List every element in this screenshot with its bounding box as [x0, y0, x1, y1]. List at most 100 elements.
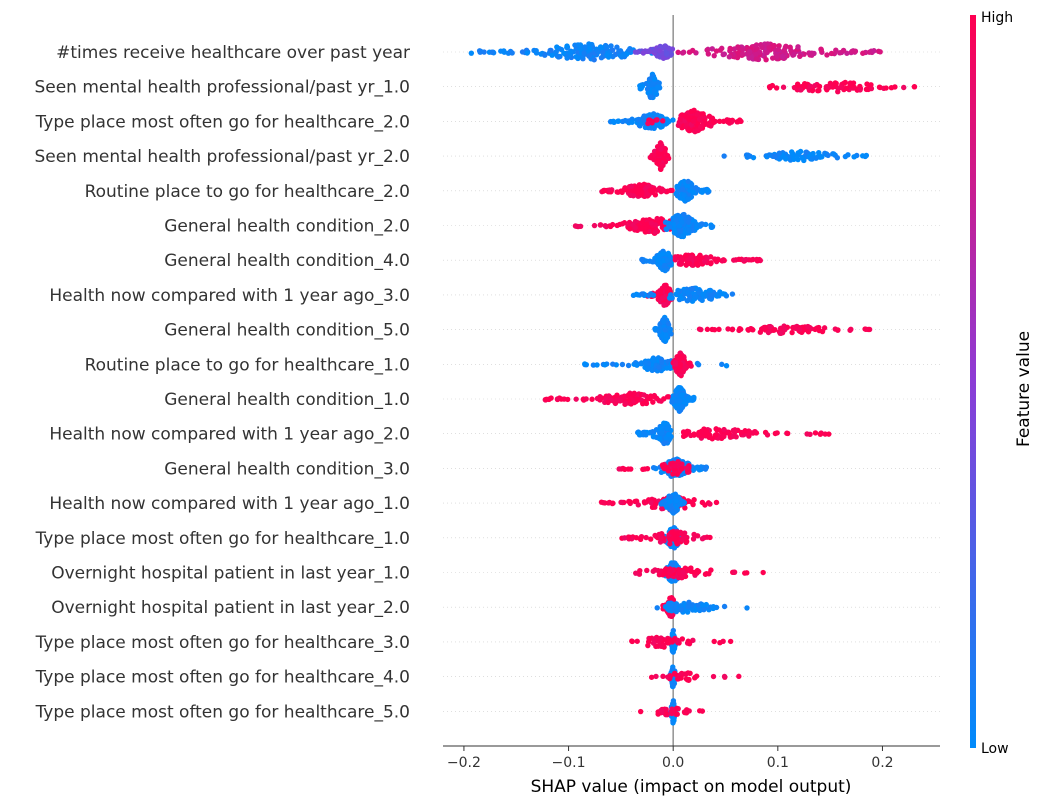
shap-point: [769, 55, 776, 61]
shap-point: [646, 76, 653, 82]
feature-label: Type place most often go for healthcare_…: [35, 668, 410, 688]
shap-point: [617, 398, 623, 404]
shap-point: [674, 183, 681, 190]
shap-point: [639, 182, 645, 189]
shap-point: [694, 111, 700, 118]
shap-point: [665, 468, 672, 474]
shap-point: [782, 155, 789, 161]
feature-label: Type place most often go for healthcare_…: [35, 633, 410, 653]
shap-point: [746, 48, 753, 55]
shap-point: [678, 603, 684, 609]
shap-point: [791, 156, 797, 163]
shap-point: [658, 122, 664, 129]
shap-point: [589, 396, 595, 402]
shap-point: [489, 49, 495, 55]
shap-point: [648, 291, 654, 297]
shap-point: [572, 223, 579, 229]
shap-point: [695, 568, 702, 575]
shap-point: [679, 404, 685, 410]
shap-point: [791, 51, 797, 58]
shap-point: [673, 361, 679, 367]
shap-point: [637, 708, 644, 715]
shap-point: [637, 536, 644, 543]
shap-point: [773, 85, 780, 91]
feature-label: Overnight hospital patient in last year_…: [51, 598, 410, 618]
shap-point: [648, 187, 654, 194]
shap-point: [661, 465, 667, 471]
shap-point: [690, 189, 696, 196]
shap-point: [627, 226, 633, 232]
shap-point: [575, 55, 581, 62]
shap-point: [627, 47, 633, 53]
shap-point: [713, 426, 719, 432]
shap-point: [677, 116, 684, 122]
shap-point: [685, 219, 692, 225]
shap-point: [582, 361, 588, 367]
shap-point: [632, 498, 638, 505]
shap-point: [685, 115, 692, 122]
shap-point: [682, 365, 688, 372]
shap-point: [676, 384, 682, 391]
shap-point: [621, 220, 628, 226]
shap-point: [871, 48, 877, 54]
shap-point: [715, 292, 721, 299]
shap-point: [647, 154, 653, 161]
shap-point: [509, 50, 515, 56]
shap-point: [598, 54, 605, 61]
shap-point: [614, 222, 620, 229]
shap-point: [659, 499, 666, 506]
shap-point: [645, 365, 651, 371]
shap-point: [721, 433, 727, 440]
feature-label: Overnight hospital patient in last year_…: [51, 564, 410, 584]
shap-point: [696, 116, 703, 122]
shap-point: [665, 250, 672, 257]
shap-point: [646, 48, 653, 54]
shap-point: [774, 430, 780, 436]
shap-point: [653, 673, 659, 680]
shap-point: [612, 398, 619, 404]
shap-point: [652, 229, 659, 236]
shap-point: [685, 178, 691, 185]
feature-label: Type place most often go for healthcare_…: [35, 112, 410, 132]
shap-point: [681, 192, 687, 198]
shap-point: [582, 44, 588, 50]
shap-point: [699, 708, 706, 714]
shap-point: [672, 671, 678, 677]
shap-point: [684, 465, 690, 471]
shap-point: [667, 541, 673, 547]
shap-point: [594, 48, 601, 55]
shap-point: [700, 111, 706, 117]
shap-point: [868, 82, 874, 88]
shap-point: [765, 329, 772, 336]
shap-point: [639, 291, 645, 297]
shap-point: [830, 151, 837, 157]
shap-point: [663, 336, 669, 342]
shap-point: [564, 43, 570, 49]
x-tick-label: 0.0: [662, 755, 684, 771]
shap-point: [713, 48, 720, 54]
shap-point: [754, 257, 760, 263]
shap-point: [731, 257, 737, 263]
shap-point: [662, 262, 668, 268]
shap-point: [685, 603, 691, 610]
shap-point: [658, 430, 665, 436]
shap-point: [746, 153, 753, 159]
shap-point: [675, 122, 682, 129]
shap-point: [651, 87, 657, 94]
shap-point: [597, 395, 603, 402]
shap-point: [684, 430, 690, 436]
shap-point: [675, 459, 681, 465]
shap-point: [639, 189, 645, 196]
shap-point: [832, 81, 838, 87]
shap-point: [648, 536, 654, 542]
shap-point: [625, 362, 632, 369]
shap-point: [664, 188, 671, 194]
shap-point: [679, 186, 686, 193]
shap-point: [807, 83, 813, 89]
shap-point: [797, 87, 804, 93]
shap-point: [607, 223, 614, 230]
shap-point: [679, 219, 685, 225]
shap-point: [741, 257, 747, 263]
shap-point: [643, 534, 649, 541]
shap-point: [623, 187, 629, 193]
